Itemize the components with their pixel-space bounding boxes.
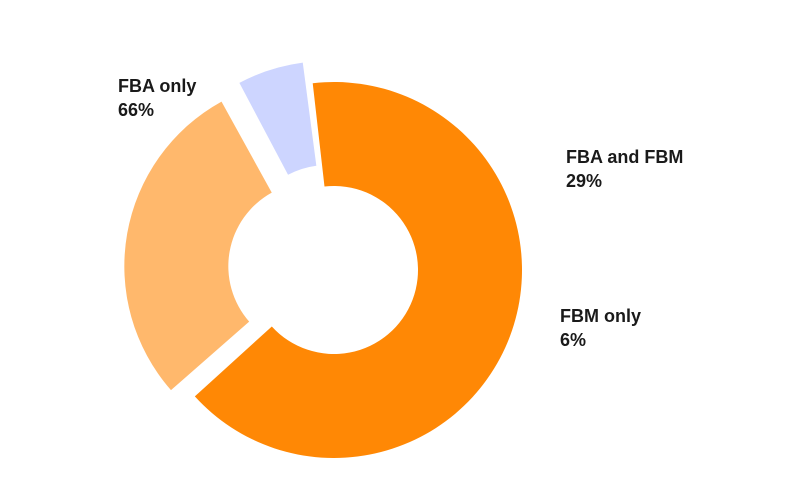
slice-fba-only — [194, 82, 522, 458]
slice-label-fbm-only-value: 6% — [560, 330, 586, 350]
label-fba-only: FBA only 66% — [118, 76, 196, 120]
slice-fba-and-fbm — [124, 101, 272, 391]
slice-label-fba-and-fbm-name: FBA and FBM — [566, 147, 683, 167]
slice-label-fba-and-fbm-value: 29% — [566, 171, 602, 191]
label-fbm-only: FBM only 6% — [560, 306, 641, 350]
donut-slices — [124, 62, 522, 458]
label-fba-and-fbm: FBA and FBM 29% — [566, 147, 683, 191]
slice-label-fba-only-value: 66% — [118, 100, 154, 120]
slice-label-fba-only-name: FBA only — [118, 76, 196, 96]
slice-label-fbm-only-name: FBM only — [560, 306, 641, 326]
slice-fbm-only — [239, 62, 317, 175]
